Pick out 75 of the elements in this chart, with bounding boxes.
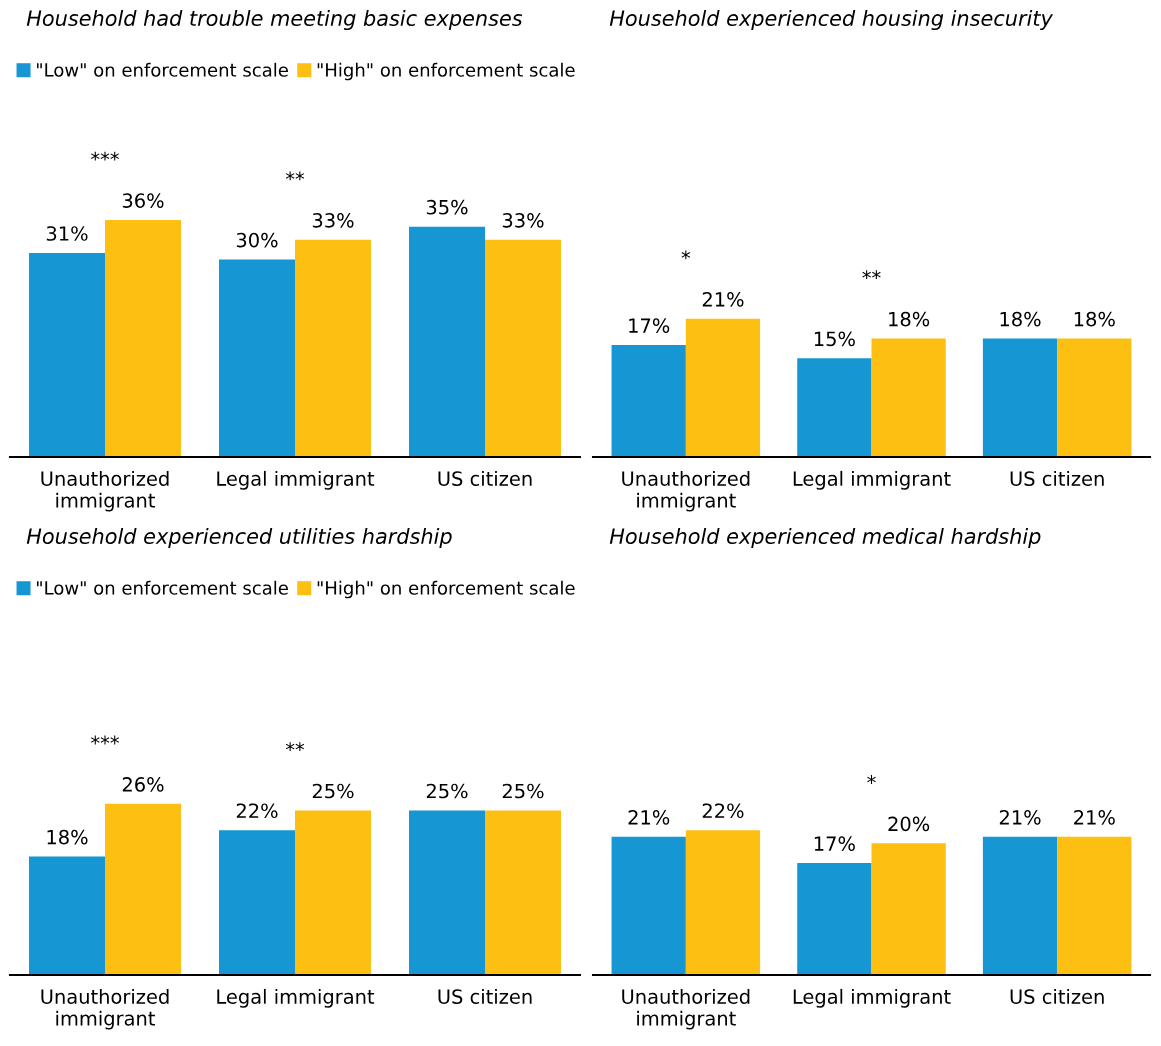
data-label: 21%: [1074, 809, 1115, 825]
text: ***: [91, 735, 119, 745]
bar: [871, 843, 946, 975]
bar: [871, 338, 946, 457]
bar: [797, 358, 872, 457]
chart-title: Household had trouble meeting basic expenses: [26, 9, 523, 31]
text: **: [285, 171, 305, 181]
x-tick-label: Legal immigrant: [217, 470, 375, 490]
bar: [1057, 338, 1132, 457]
chart-title: Household experienced medical hardship: [609, 527, 1041, 549]
x-tick-label: Unauthorized immigrant: [41, 470, 169, 512]
bar: [982, 338, 1058, 457]
data-label: 35%: [426, 199, 468, 215]
bar: [29, 252, 105, 457]
data-label: 15%: [814, 331, 855, 347]
data-label: 22%: [236, 803, 278, 819]
data-label: 20%: [888, 816, 930, 832]
x-tick-label: Unauthorized immigrant: [41, 988, 169, 1030]
x-tick-label: Unauthorized immigrant: [622, 470, 750, 512]
legend-label: "High" on enforcement scale: [317, 580, 575, 599]
x-tick-label: Legal immigrant: [217, 988, 375, 1008]
data-label: 17%: [814, 836, 855, 851]
bar: [409, 810, 485, 975]
data-label: 30%: [236, 232, 278, 248]
data-label: 25%: [426, 783, 468, 799]
bar: [105, 803, 181, 975]
chart-title: Household experienced housing insecurity: [609, 9, 1054, 31]
bar: [797, 863, 872, 975]
data-label: 31%: [46, 226, 88, 241]
bar: [105, 220, 181, 457]
data-label: 18%: [889, 311, 930, 327]
x-tick-label: Legal immigrant: [793, 988, 951, 1008]
text: ***: [91, 151, 119, 161]
data-label: 33%: [312, 212, 354, 228]
data-label: 18%: [1074, 311, 1115, 327]
x-tick-label: Unauthorized immigrant: [622, 988, 750, 1030]
data-label: 18%: [47, 829, 88, 845]
bar: [409, 226, 485, 457]
data-label: 21%: [999, 809, 1041, 825]
data-label: 18%: [1000, 311, 1041, 327]
x-tick-label: US citizen: [1010, 470, 1104, 486]
x-tick-label: US citizen: [1010, 988, 1104, 1004]
x-tick-label: US citizen: [438, 988, 532, 1004]
chart-title: Household experienced utilities hardship: [26, 527, 452, 549]
bar: [295, 239, 371, 457]
data-label: 25%: [312, 783, 354, 799]
data-label: 17%: [629, 318, 670, 333]
legend-label: "High" on enforcement scale: [317, 62, 575, 81]
text: *: [681, 250, 691, 260]
legend-label: "Low" on enforcement scale: [37, 580, 288, 595]
data-label: 36%: [122, 193, 164, 208]
bar: [1057, 836, 1132, 975]
data-label: 21%: [628, 809, 670, 825]
data-label: 25%: [502, 783, 544, 799]
bar: [611, 836, 686, 975]
bar: [485, 810, 561, 975]
bar: [485, 239, 561, 457]
bar: [982, 836, 1058, 975]
bar: [29, 856, 105, 975]
x-tick-label: Legal immigrant: [793, 470, 951, 490]
data-label: 33%: [502, 212, 544, 228]
text: *: [867, 775, 876, 784]
bar: [219, 830, 295, 975]
legend-label: "Low" on enforcement scale: [37, 62, 288, 77]
data-label: 22%: [702, 803, 744, 819]
data-label: 21%: [702, 291, 744, 307]
data-label: 26%: [122, 777, 164, 792]
text: **: [285, 742, 305, 752]
bar: [685, 318, 761, 457]
text: **: [862, 270, 881, 280]
x-tick-label: US citizen: [438, 470, 532, 486]
bar: [611, 345, 686, 457]
bar: [685, 830, 761, 975]
bar: [219, 259, 295, 457]
bar: [295, 810, 371, 975]
